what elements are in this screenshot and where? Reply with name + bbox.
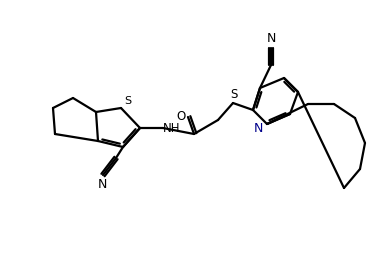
Text: O: O	[176, 110, 185, 123]
Text: N: N	[253, 122, 263, 134]
Text: N: N	[266, 33, 276, 46]
Text: NH: NH	[163, 122, 181, 134]
Text: S: S	[124, 96, 131, 106]
Text: S: S	[230, 89, 238, 101]
Text: N: N	[97, 178, 107, 191]
